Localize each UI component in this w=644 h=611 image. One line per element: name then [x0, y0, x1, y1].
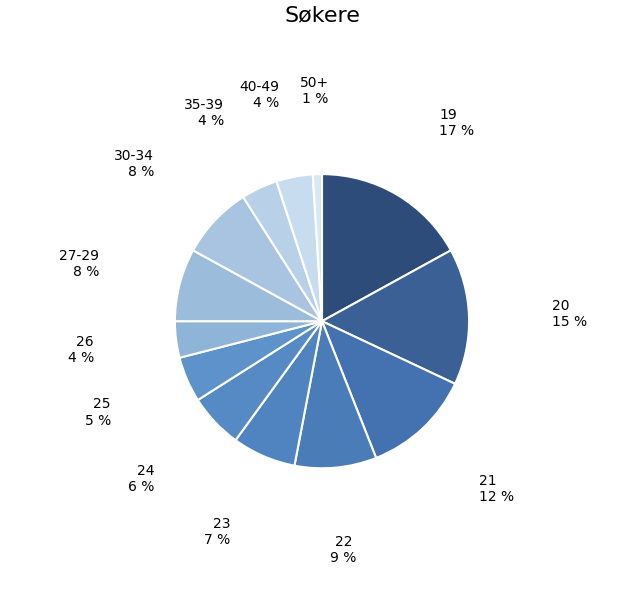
Wedge shape: [198, 321, 322, 440]
Text: 20
15 %: 20 15 %: [552, 299, 587, 329]
Text: 35-39
4 %: 35-39 4 %: [184, 98, 224, 128]
Text: 21
12 %: 21 12 %: [480, 474, 515, 504]
Wedge shape: [294, 321, 376, 468]
Wedge shape: [276, 174, 322, 321]
Text: 26
4 %: 26 4 %: [68, 335, 94, 365]
Title: Søkere: Søkere: [284, 5, 360, 26]
Text: 50+
1 %: 50+ 1 %: [300, 76, 329, 106]
Text: 23
7 %: 23 7 %: [204, 518, 231, 547]
Wedge shape: [193, 197, 322, 321]
Text: 30-34
8 %: 30-34 8 %: [115, 148, 155, 179]
Wedge shape: [322, 321, 455, 458]
Text: 25
5 %: 25 5 %: [84, 398, 111, 428]
Wedge shape: [322, 174, 451, 321]
Wedge shape: [236, 321, 322, 466]
Wedge shape: [243, 181, 322, 321]
Wedge shape: [175, 251, 322, 321]
Wedge shape: [175, 321, 322, 358]
Text: 40-49
4 %: 40-49 4 %: [239, 80, 279, 111]
Text: 19
17 %: 19 17 %: [439, 108, 474, 138]
Wedge shape: [180, 321, 322, 400]
Wedge shape: [313, 174, 322, 321]
Text: 22
9 %: 22 9 %: [330, 535, 357, 565]
Wedge shape: [322, 251, 469, 384]
Text: 27-29
8 %: 27-29 8 %: [59, 249, 99, 279]
Text: 24
6 %: 24 6 %: [128, 464, 155, 494]
